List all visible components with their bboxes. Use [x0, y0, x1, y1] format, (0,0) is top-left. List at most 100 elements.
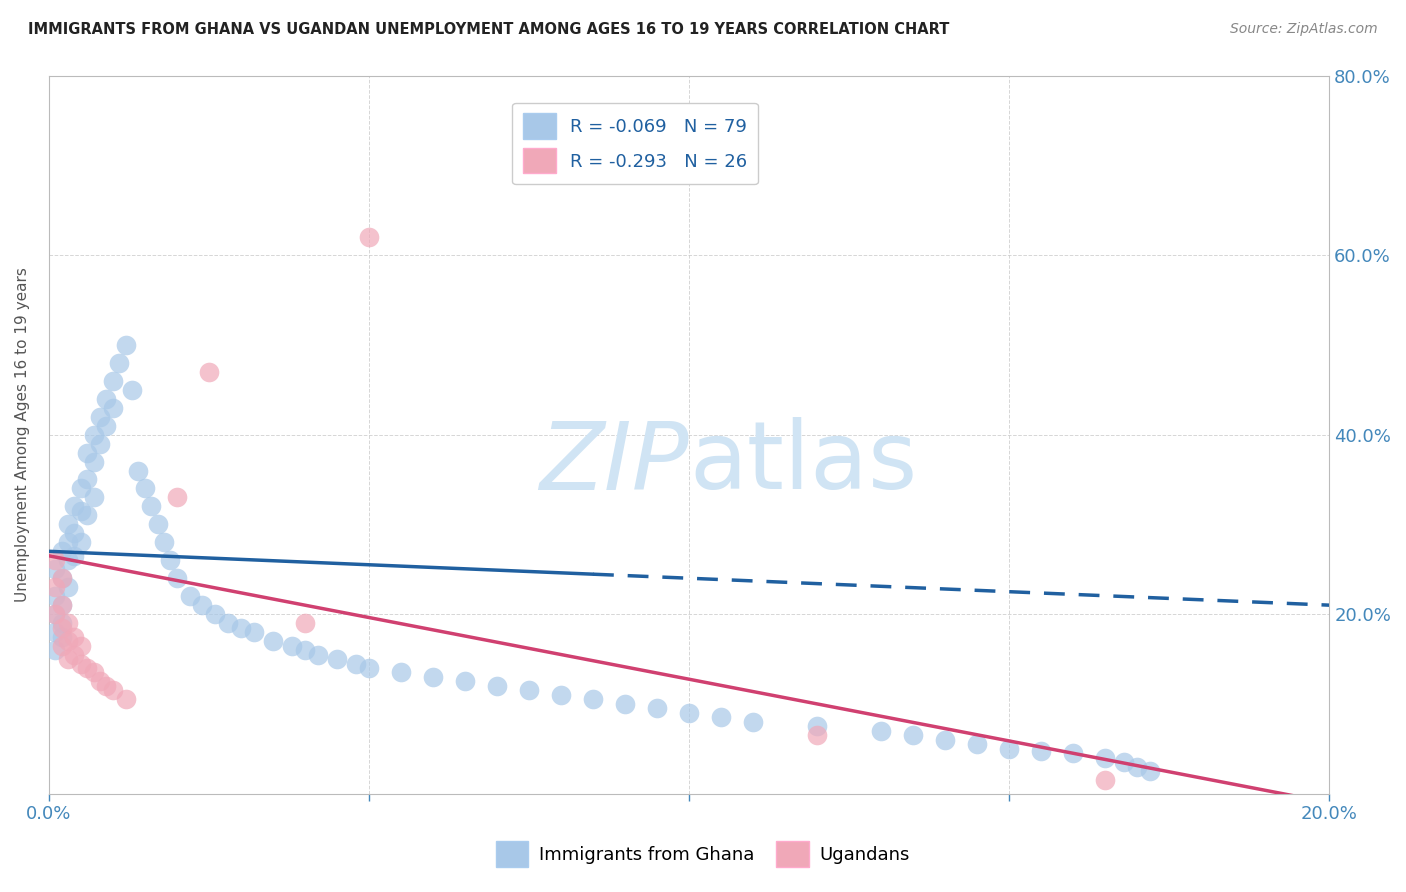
Point	[56, 634, 79, 648]
Point	[76, 508, 98, 523]
Point	[51, 616, 73, 631]
Text: ZIP: ZIP	[540, 417, 689, 508]
Point	[134, 482, 156, 496]
Point	[83, 665, 105, 680]
Point	[146, 517, 169, 532]
Point	[44, 580, 66, 594]
Point	[1139, 764, 1161, 779]
Point	[108, 356, 131, 370]
Point	[1114, 756, 1136, 770]
Point	[1031, 743, 1053, 757]
Point	[550, 688, 572, 702]
Point	[101, 683, 124, 698]
Point	[229, 621, 252, 635]
Point	[678, 706, 700, 720]
Point	[966, 737, 988, 751]
Point	[159, 553, 181, 567]
Point	[179, 589, 201, 603]
Point	[51, 571, 73, 585]
Point	[89, 409, 111, 424]
Point	[51, 598, 73, 612]
Point	[1094, 751, 1116, 765]
Point	[44, 643, 66, 657]
Text: Source: ZipAtlas.com: Source: ZipAtlas.com	[1230, 22, 1378, 37]
Point	[56, 580, 79, 594]
Point	[582, 692, 605, 706]
Point	[51, 598, 73, 612]
Point	[901, 728, 924, 742]
Point	[44, 607, 66, 621]
Point	[51, 639, 73, 653]
Point	[114, 338, 136, 352]
Point	[294, 616, 316, 631]
Point	[101, 374, 124, 388]
Point	[121, 383, 143, 397]
Point	[51, 571, 73, 585]
Point	[44, 562, 66, 576]
Point	[870, 723, 893, 738]
Point	[56, 553, 79, 567]
Text: atlas: atlas	[689, 417, 917, 509]
Point	[76, 473, 98, 487]
Point	[69, 639, 91, 653]
Point	[344, 657, 367, 671]
Point	[454, 674, 477, 689]
Point	[242, 625, 264, 640]
Point	[1126, 760, 1149, 774]
Point	[63, 500, 86, 514]
Point	[357, 230, 380, 244]
Point	[96, 392, 118, 406]
Point	[63, 648, 86, 662]
Point	[1094, 773, 1116, 788]
Point	[204, 607, 226, 621]
Point	[217, 616, 239, 631]
Point	[645, 701, 668, 715]
Text: IMMIGRANTS FROM GHANA VS UGANDAN UNEMPLOYMENT AMONG AGES 16 TO 19 YEARS CORRELAT: IMMIGRANTS FROM GHANA VS UGANDAN UNEMPLO…	[28, 22, 949, 37]
Point	[166, 491, 188, 505]
Point	[1062, 746, 1084, 760]
Point	[63, 630, 86, 644]
Point	[422, 670, 444, 684]
Point	[56, 652, 79, 666]
Point	[69, 482, 91, 496]
Point	[51, 621, 73, 635]
Point	[76, 445, 98, 459]
Point	[63, 526, 86, 541]
Point	[389, 665, 412, 680]
Point	[357, 661, 380, 675]
Point	[69, 535, 91, 549]
Legend: Immigrants from Ghana, Ugandans: Immigrants from Ghana, Ugandans	[489, 834, 917, 874]
Point	[101, 401, 124, 415]
Point	[485, 679, 508, 693]
Point	[307, 648, 329, 662]
Point	[281, 639, 304, 653]
Point	[69, 657, 91, 671]
Point	[191, 598, 214, 612]
Point	[44, 607, 66, 621]
Point	[76, 661, 98, 675]
Point	[89, 674, 111, 689]
Point	[262, 634, 284, 648]
Point	[96, 679, 118, 693]
Legend: R = -0.069   N = 79, R = -0.293   N = 26: R = -0.069 N = 79, R = -0.293 N = 26	[512, 103, 758, 185]
Point	[56, 535, 79, 549]
Point	[166, 571, 188, 585]
Point	[83, 454, 105, 468]
Point	[742, 714, 765, 729]
Point	[806, 719, 828, 733]
Point	[127, 463, 149, 477]
Point	[710, 710, 733, 724]
Point	[141, 500, 163, 514]
Point	[89, 436, 111, 450]
Point	[69, 504, 91, 518]
Point	[83, 427, 105, 442]
Point	[51, 630, 73, 644]
Point	[326, 652, 349, 666]
Point	[44, 553, 66, 567]
Point	[44, 589, 66, 603]
Point	[114, 692, 136, 706]
Point	[294, 643, 316, 657]
Point	[934, 732, 956, 747]
Point	[806, 728, 828, 742]
Point	[63, 549, 86, 563]
